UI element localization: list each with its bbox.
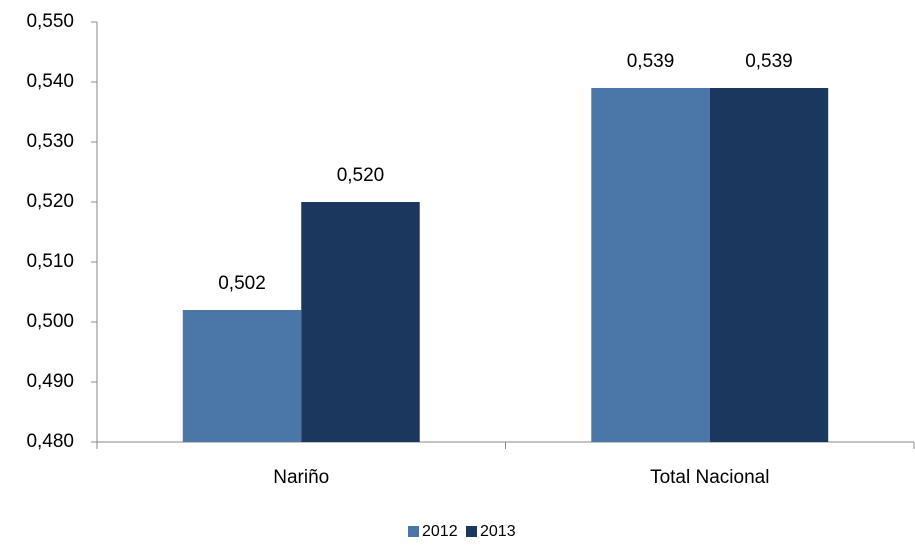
y-tick-label: 0,540 (26, 71, 74, 92)
bar (591, 88, 710, 442)
y-tick-label: 0,520 (26, 191, 74, 212)
value-label: 0,502 (218, 273, 266, 294)
value-label: 0,539 (745, 51, 793, 72)
y-tick-label: 0,530 (26, 131, 74, 152)
y-tick-label: 0,490 (26, 371, 74, 392)
value-label: 0,539 (627, 51, 675, 72)
y-tick-label: 0,500 (26, 311, 74, 332)
legend-label: 2012 (422, 523, 458, 540)
bar (182, 310, 302, 442)
value-label: 0,520 (337, 165, 385, 186)
y-tick-label: 0,550 (26, 11, 74, 32)
legend-swatch (466, 526, 477, 537)
x-tick-label: Nariño (273, 467, 329, 488)
bar (709, 88, 829, 442)
x-tick-label: Total Nacional (650, 467, 769, 488)
bar (301, 202, 420, 442)
legend-swatch (408, 526, 419, 537)
legend-label: 2013 (480, 523, 516, 540)
y-tick-label: 0,510 (26, 251, 74, 272)
y-tick-label: 0,480 (26, 431, 74, 452)
